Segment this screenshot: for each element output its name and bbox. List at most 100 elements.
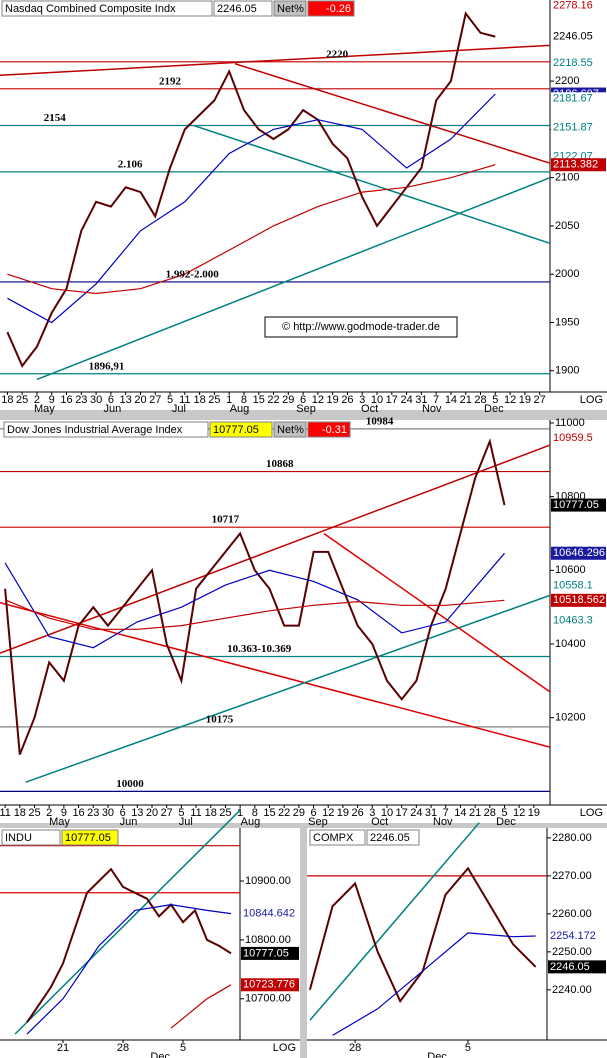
level-annotation: 10.363-10.369 (227, 643, 292, 655)
watermark: © http://www.godmode-trader.de (282, 321, 440, 333)
x-tick-label: 12 (312, 394, 324, 406)
header-box (273, 0, 307, 17)
header-net-name: Net% (277, 424, 304, 436)
panel-bg (0, 828, 300, 1058)
header-net: -0.31 (322, 424, 347, 436)
price-tag-label: 2151.87 (553, 121, 593, 133)
price-tag-label: 10844.642 (243, 908, 295, 920)
panel-bg (0, 0, 607, 410)
level-annotation: 1896,91 (89, 360, 125, 372)
trend-line (193, 124, 551, 245)
x-tick-label: 9 (61, 807, 67, 819)
price-line (332, 932, 536, 1036)
x-tick-label: 20 (146, 807, 158, 819)
x-tick-label: 10 (371, 394, 383, 406)
header-box (213, 0, 273, 17)
x-tick-label: 27 (534, 394, 546, 406)
header-box (366, 829, 420, 846)
x-tick-label: 19 (327, 394, 339, 406)
trend-line (36, 176, 551, 381)
x-tick-label: 9 (49, 394, 55, 406)
header-net-name: Net% (277, 3, 304, 15)
x-tick-label: 17 (396, 807, 408, 819)
price-tag (551, 614, 606, 628)
x-tick-label: 25 (208, 394, 220, 406)
month-label: Jul (172, 403, 186, 415)
y-tick-label: 2270.00 (552, 870, 592, 882)
price-tag-label: 2113.382 (553, 159, 598, 171)
price-tag (551, 593, 606, 607)
x-tick-label: 18 (193, 394, 205, 406)
x-tick-label: 29 (282, 394, 294, 406)
x-tick-label: 22 (278, 807, 290, 819)
x-tick-label: 6 (120, 807, 126, 819)
y-tick-label: 2280.00 (552, 832, 592, 844)
price-tag (551, 92, 606, 106)
level-annotation: 10717 (212, 514, 240, 526)
price-line (26, 903, 232, 1035)
x-tick-label: 20 (134, 394, 146, 406)
x-tick-label: 16 (60, 394, 72, 406)
y-tick-label: 10200 (555, 712, 586, 724)
scale-label: LOG (580, 394, 603, 406)
price-tag (548, 929, 606, 943)
header-box (1, 829, 61, 846)
price-line (4, 438, 506, 755)
x-tick-label: 30 (90, 394, 102, 406)
header-last: 2246.05 (217, 3, 257, 15)
level-annotation: 2154 (44, 112, 67, 124)
price-tag-label: 10463.3 (553, 615, 593, 627)
header-title: COMPX (313, 832, 354, 844)
x-tick-label: 14 (454, 807, 466, 819)
y-tick-label: 2000 (555, 268, 579, 280)
y-tick-label: 10900.00 (245, 875, 291, 887)
header-box (61, 829, 119, 846)
x-tick-label: 28 (117, 1042, 129, 1054)
month-label: Dec (427, 1051, 447, 1058)
trend-line (234, 63, 551, 164)
x-tick-label: 24 (400, 394, 412, 406)
level-annotation: 10175 (206, 713, 234, 725)
x-tick-label: 28 (484, 807, 496, 819)
x-tick-label: 31 (415, 394, 427, 406)
x-tick-label: 5 (180, 1042, 186, 1054)
level-annotation: 2220 (326, 48, 349, 60)
price-tag (551, 0, 606, 13)
price-tag-label: 10777.05 (553, 499, 599, 511)
x-tick-label: 23 (75, 394, 87, 406)
x-tick-label: 3 (359, 394, 365, 406)
x-tick-label: 11 (179, 394, 190, 406)
x-tick-label: 26 (341, 394, 353, 406)
header-box (273, 421, 307, 438)
x-tick-label: 2 (46, 807, 52, 819)
price-tag (551, 498, 606, 512)
x-tick-label: 15 (253, 394, 265, 406)
header-title: Dow Jones Industrial Average Index (7, 424, 183, 436)
level-annotation: 2.106 (118, 158, 143, 170)
price-tag-label: 2181.67 (553, 93, 593, 105)
price-tag (551, 30, 606, 44)
x-tick-label: 31 (425, 807, 437, 819)
x-tick-label: 19 (519, 394, 531, 406)
x-tick-label: 6 (300, 394, 306, 406)
header-last: 10777.05 (213, 424, 259, 436)
level-annotation: 10984 (366, 415, 394, 427)
x-tick-label: 24 (410, 807, 422, 819)
x-tick-label: 21 (460, 394, 472, 406)
x-tick-label: 22 (267, 394, 279, 406)
level-annotation: 2192 (159, 75, 182, 87)
price-tag-label: 10558.1 (553, 580, 593, 592)
x-tick-label: 21 (469, 807, 481, 819)
x-tick-label: 28 (349, 1042, 361, 1054)
x-tick-label: 3 (369, 807, 375, 819)
price-tag (551, 158, 606, 172)
month-label: Dec (496, 816, 516, 828)
level-annotation: 10868 (266, 458, 294, 470)
x-tick-label: 28 (474, 394, 486, 406)
x-tick-label: 6 (108, 394, 114, 406)
header-box (3, 421, 209, 438)
header-title: INDU (5, 832, 32, 844)
y-tick-label: 2260.00 (552, 908, 592, 920)
scale-label: LOG (580, 807, 603, 819)
